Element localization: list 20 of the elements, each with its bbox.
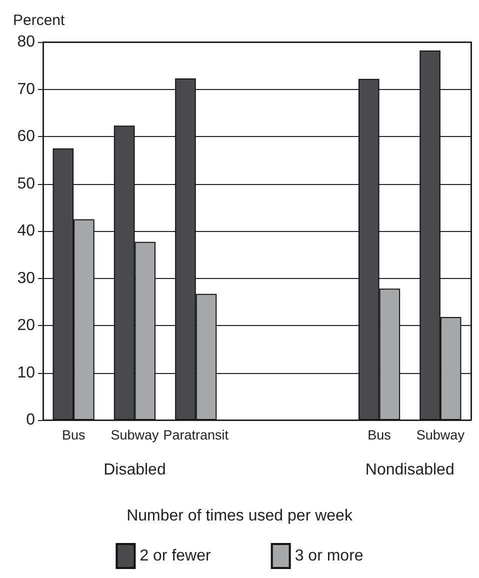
x-axis-title: Number of times used per week <box>126 508 354 524</box>
y-tick-label: 30 <box>17 270 36 287</box>
legend-label: 2 or fewer <box>140 548 212 564</box>
y-tick-label: 0 <box>26 412 36 428</box>
text: Nondisabled <box>365 462 454 478</box>
y-tick-label: 50 <box>17 175 36 192</box>
y-tick-label: 80 <box>17 34 36 50</box>
x-tick-label: Bus <box>368 428 392 442</box>
x-tick-label: Subway <box>416 428 465 442</box>
x-tick-label: Bus <box>62 428 86 442</box>
y-tick-label: 10 <box>17 364 36 382</box>
x-tick-label: Paratransit <box>163 428 229 442</box>
legend-label: 3 or more <box>294 548 364 564</box>
x-tick-label: Subway <box>110 428 159 442</box>
text: Disabled <box>104 462 166 478</box>
y-tick-label: 40 <box>17 222 36 240</box>
y-tick-label: 60 <box>17 128 36 145</box>
y-tick-label: 70 <box>17 80 36 98</box>
y-tick-label: 20 <box>17 317 36 334</box>
y-axis-title: Percent <box>13 12 66 29</box>
